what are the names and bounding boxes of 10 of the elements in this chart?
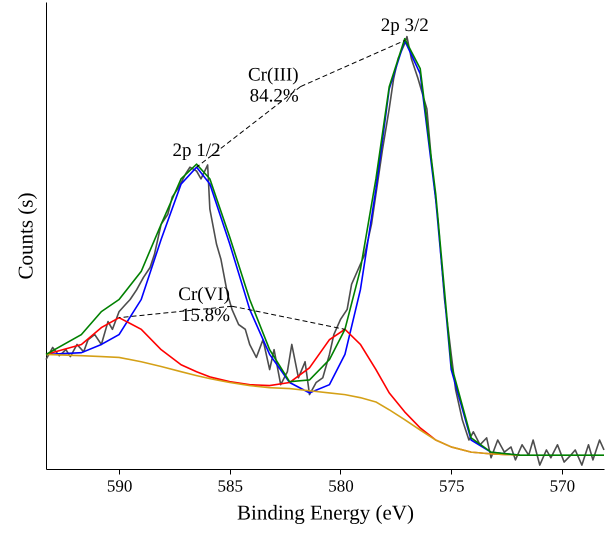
text: 2p 3/2	[380, 14, 429, 36]
annotation: 2p 1/2	[172, 140, 221, 162]
x-tick-label: 585	[218, 476, 244, 496]
annotation: Cr(III) 84.2%	[248, 64, 299, 107]
x-axis-title: Binding Energy (eV)	[237, 500, 414, 524]
y-axis-title: Counts (s)	[14, 192, 38, 280]
x-tick-label: 580	[328, 476, 354, 496]
x-tick-label: 570	[550, 476, 576, 496]
x-tick-label: 575	[438, 476, 464, 496]
x-tick-label: 590	[106, 476, 132, 496]
